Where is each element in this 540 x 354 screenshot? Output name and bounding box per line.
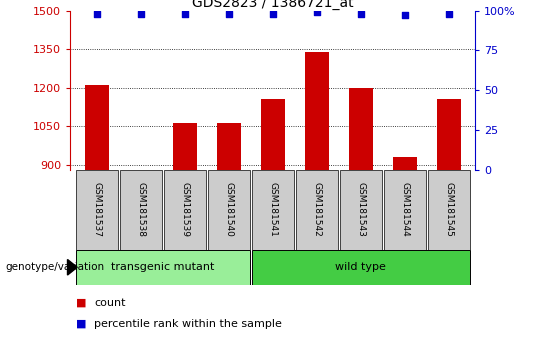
Text: GSM181539: GSM181539 — [180, 182, 189, 237]
Point — [268, 11, 277, 17]
Bar — [76, 170, 118, 250]
Bar — [252, 250, 470, 285]
Point — [401, 12, 409, 18]
Bar — [340, 170, 382, 250]
Point — [224, 11, 233, 17]
Text: GSM181540: GSM181540 — [224, 182, 233, 237]
Bar — [217, 123, 241, 170]
Point — [92, 11, 101, 17]
Text: GSM181537: GSM181537 — [92, 182, 101, 237]
Polygon shape — [68, 259, 77, 275]
Point — [136, 11, 145, 17]
Point — [356, 11, 365, 17]
Point — [180, 11, 189, 17]
Bar — [384, 170, 426, 250]
Text: ■: ■ — [76, 319, 86, 329]
Point — [313, 9, 321, 15]
Bar — [84, 85, 109, 170]
Text: genotype/variation: genotype/variation — [5, 262, 105, 272]
Bar — [173, 123, 197, 170]
Bar — [120, 170, 161, 250]
Title: GDS2823 / 1386721_at: GDS2823 / 1386721_at — [192, 0, 354, 10]
Text: GSM181544: GSM181544 — [400, 182, 409, 237]
Bar — [349, 88, 373, 170]
Text: percentile rank within the sample: percentile rank within the sample — [94, 319, 282, 329]
Text: transgenic mutant: transgenic mutant — [111, 262, 214, 272]
Bar — [164, 170, 206, 250]
Text: wild type: wild type — [335, 262, 386, 272]
Bar — [296, 170, 338, 250]
Text: GSM181538: GSM181538 — [136, 182, 145, 237]
Text: GSM181545: GSM181545 — [444, 182, 453, 237]
Text: GSM181542: GSM181542 — [312, 182, 321, 237]
Bar — [305, 52, 329, 170]
Bar — [393, 157, 417, 170]
Bar — [76, 250, 249, 285]
Text: count: count — [94, 298, 126, 308]
Point — [444, 11, 453, 17]
Bar — [437, 99, 461, 170]
Text: ■: ■ — [76, 298, 86, 308]
Bar — [428, 170, 470, 250]
Bar — [208, 170, 249, 250]
Bar — [261, 99, 285, 170]
Text: GSM181541: GSM181541 — [268, 182, 277, 237]
Bar — [252, 170, 294, 250]
Text: GSM181543: GSM181543 — [356, 182, 365, 237]
